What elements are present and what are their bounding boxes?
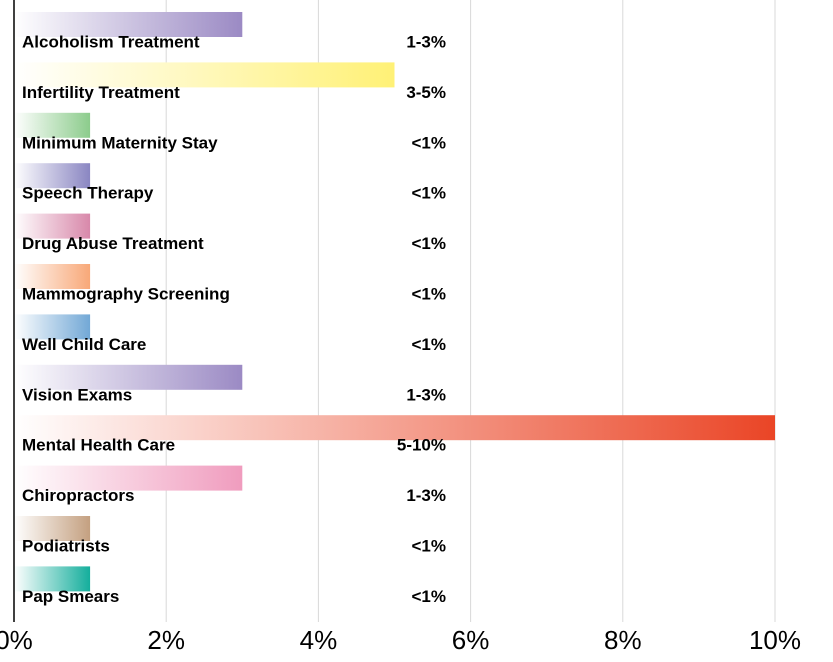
- value-label: <1%: [412, 234, 447, 253]
- value-label: <1%: [412, 335, 447, 354]
- value-label: 1-3%: [406, 32, 446, 51]
- x-tick-label: 4%: [300, 625, 338, 655]
- value-label: <1%: [412, 133, 447, 152]
- category-label: Pap Smears: [22, 587, 119, 606]
- x-tick-label: 6%: [452, 625, 490, 655]
- value-label: <1%: [412, 587, 447, 606]
- category-label: Alcoholism Treatment: [22, 32, 200, 51]
- value-label: 5-10%: [397, 436, 446, 455]
- value-label: 3-5%: [406, 83, 446, 102]
- x-tick-label: 8%: [604, 625, 642, 655]
- x-tick-label: 2%: [147, 625, 185, 655]
- category-label: Well Child Care: [22, 335, 146, 354]
- category-label: Mammography Screening: [22, 284, 230, 303]
- x-tick-label: 0%: [0, 625, 33, 655]
- category-label: Speech Therapy: [22, 184, 154, 203]
- category-label: Mental Health Care: [22, 436, 175, 455]
- category-label: Podiatrists: [22, 536, 110, 555]
- category-label: Infertility Treatment: [22, 83, 180, 102]
- value-label: <1%: [412, 536, 447, 555]
- category-label: Drug Abuse Treatment: [22, 234, 204, 253]
- category-label: Chiropractors: [22, 486, 134, 505]
- category-label: Minimum Maternity Stay: [22, 133, 218, 152]
- value-label: 1-3%: [406, 385, 446, 404]
- value-label: <1%: [412, 184, 447, 203]
- chart: 0% 2% 4% 6% 8% 10% Alcoholism Treatment 1-3% Inf…: [0, 0, 833, 662]
- x-tick-label: 10%: [749, 625, 801, 655]
- category-label: Vision Exams: [22, 385, 132, 404]
- value-label: <1%: [412, 284, 447, 303]
- value-label: 1-3%: [406, 486, 446, 505]
